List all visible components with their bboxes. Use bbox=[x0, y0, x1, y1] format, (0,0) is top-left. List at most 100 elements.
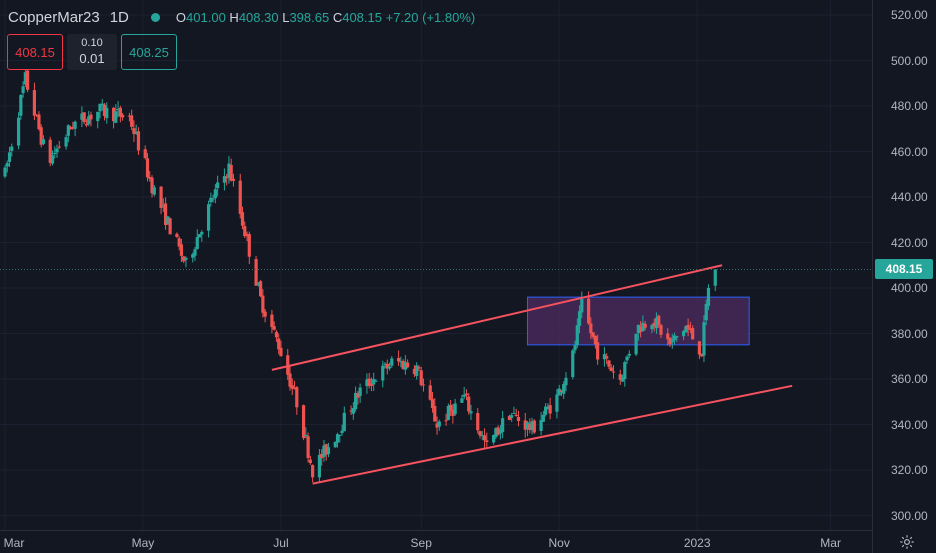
candle bbox=[55, 144, 59, 158]
candle-body bbox=[335, 434, 340, 443]
candle-body bbox=[340, 430, 344, 434]
low-label: L bbox=[282, 10, 290, 25]
chart-pane[interactable] bbox=[0, 0, 872, 530]
candle-body bbox=[238, 180, 242, 214]
candle-body bbox=[514, 414, 518, 417]
candle-body bbox=[166, 216, 170, 225]
candle-body bbox=[191, 254, 195, 258]
time-tick-label: May bbox=[131, 536, 155, 550]
candle bbox=[365, 373, 369, 394]
candle bbox=[381, 360, 385, 388]
candle-body bbox=[525, 422, 530, 430]
candle-body bbox=[512, 413, 516, 415]
candle bbox=[292, 380, 297, 390]
spread-display: 0.10 0.01 bbox=[67, 34, 117, 70]
candle bbox=[308, 455, 312, 465]
candle-body bbox=[145, 158, 150, 178]
candle-body bbox=[589, 323, 593, 334]
candle bbox=[132, 120, 136, 142]
candle bbox=[668, 337, 672, 348]
candle-body bbox=[381, 365, 385, 381]
buy-button[interactable]: 408.25 bbox=[121, 34, 177, 70]
candle bbox=[516, 410, 521, 427]
candle-body bbox=[544, 406, 548, 415]
candle bbox=[589, 317, 593, 340]
candle bbox=[697, 341, 702, 360]
candle bbox=[512, 406, 516, 415]
candle bbox=[175, 232, 179, 238]
candle-body bbox=[288, 373, 292, 387]
candle-body bbox=[301, 405, 306, 439]
candle bbox=[446, 403, 450, 421]
price-tick-label: 460.00 bbox=[891, 144, 928, 159]
candle-body bbox=[691, 328, 695, 340]
candle-body bbox=[5, 163, 9, 167]
candle bbox=[200, 230, 204, 242]
candle bbox=[494, 427, 498, 440]
candle bbox=[37, 111, 41, 131]
candle-body bbox=[102, 104, 107, 117]
candle bbox=[240, 206, 245, 230]
candle-body bbox=[197, 234, 202, 238]
candle bbox=[412, 365, 417, 378]
candle-body bbox=[421, 384, 426, 386]
candle-body bbox=[26, 70, 30, 90]
candle bbox=[650, 323, 654, 334]
candle-body bbox=[342, 412, 346, 432]
candle bbox=[618, 369, 622, 385]
candlestick-chart[interactable] bbox=[0, 0, 872, 530]
candle-body bbox=[430, 399, 435, 409]
price-tick-label: 300.00 bbox=[891, 508, 928, 523]
candle-body bbox=[182, 256, 186, 262]
candle bbox=[152, 185, 156, 197]
candle-body bbox=[564, 377, 568, 386]
interval-label[interactable]: 1D bbox=[109, 9, 129, 26]
candle bbox=[666, 328, 670, 346]
candle-body bbox=[256, 283, 260, 285]
candle-body bbox=[607, 360, 611, 367]
candle bbox=[206, 200, 211, 238]
candle-body bbox=[602, 354, 607, 360]
candle-body bbox=[650, 325, 654, 330]
candle bbox=[659, 323, 663, 339]
candle-body bbox=[559, 390, 564, 393]
candle bbox=[562, 381, 566, 399]
candle bbox=[7, 146, 12, 168]
symbol-name[interactable]: CopperMar23 bbox=[8, 9, 100, 26]
candle-body bbox=[539, 420, 543, 431]
candle bbox=[114, 104, 118, 124]
price-scale[interactable]: 520.00 500.00 480.00 460.00 440.00 420.00 400.… bbox=[872, 0, 936, 553]
candle bbox=[118, 105, 122, 123]
sell-button[interactable]: 408.15 bbox=[7, 34, 63, 70]
price-tick-label: 380.00 bbox=[891, 326, 928, 341]
candle bbox=[539, 412, 543, 436]
candle bbox=[148, 170, 152, 182]
candle-body bbox=[593, 335, 597, 345]
candle-body bbox=[573, 345, 577, 351]
change-value: +7.20 (+1.80%) bbox=[385, 10, 476, 25]
candle-body bbox=[639, 326, 643, 332]
candle-body bbox=[317, 454, 322, 478]
time-scale[interactable]: Mar May Jul Sep Nov 2023 Mar bbox=[0, 530, 872, 553]
candle-body bbox=[177, 238, 181, 247]
time-tick-label: Sep bbox=[410, 536, 432, 550]
candle bbox=[127, 112, 132, 122]
candle bbox=[73, 120, 77, 137]
candle bbox=[406, 359, 410, 369]
low-value: 398.65 bbox=[289, 10, 330, 25]
candle bbox=[35, 114, 39, 117]
gear-icon[interactable] bbox=[898, 533, 916, 551]
candle-body bbox=[57, 146, 61, 148]
candle-body bbox=[116, 108, 120, 110]
candle bbox=[672, 332, 677, 345]
candle bbox=[290, 378, 294, 396]
price-tick-label: 420.00 bbox=[891, 235, 928, 250]
candle bbox=[453, 398, 457, 416]
candle bbox=[555, 389, 559, 419]
candle bbox=[571, 349, 575, 380]
candle-body bbox=[349, 410, 353, 412]
candle-body bbox=[396, 357, 401, 362]
candle bbox=[304, 427, 308, 439]
candle bbox=[451, 404, 455, 424]
candle-body bbox=[134, 131, 138, 134]
